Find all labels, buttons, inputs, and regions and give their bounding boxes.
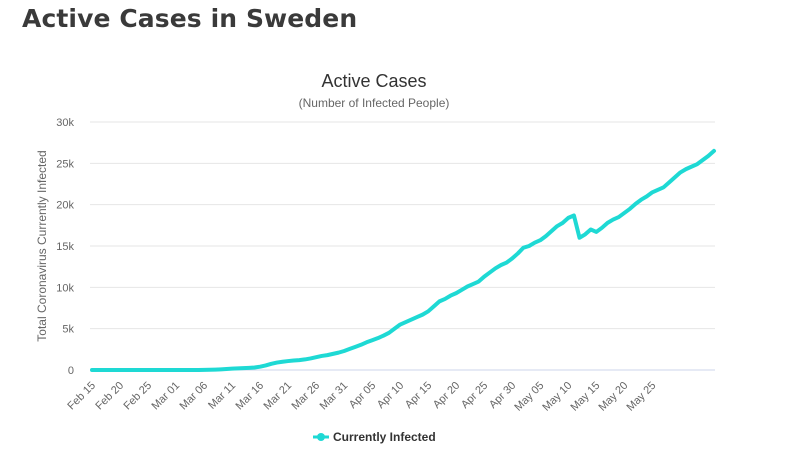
legend-label: Currently Infected xyxy=(333,430,436,444)
x-tick-label: Feb 15 xyxy=(65,380,98,413)
x-tick-label: May 25 xyxy=(624,380,658,414)
x-tick-label: Feb 25 xyxy=(121,380,154,413)
legend-item-currently-infected[interactable]: Currently Infected xyxy=(313,430,436,444)
x-tick-label: Apr 15 xyxy=(403,380,434,411)
x-tick-label: Mar 11 xyxy=(206,380,238,412)
x-tick-label: Apr 25 xyxy=(459,380,490,411)
x-tick-label: Apr 10 xyxy=(375,380,406,411)
x-tick-label: Feb 20 xyxy=(93,380,126,413)
x-tick-label: Mar 06 xyxy=(177,380,210,413)
x-tick-label: Mar 01 xyxy=(149,380,182,413)
y-tick-label: 20k xyxy=(56,200,74,212)
page-heading: Active Cases in Sweden xyxy=(22,4,358,33)
legend-swatch-marker xyxy=(317,433,325,441)
y-tick-label: 10k xyxy=(56,282,74,294)
y-axis-label: Total Coronavirus Currently Infected xyxy=(35,150,49,341)
y-tick-label: 15k xyxy=(56,241,74,253)
y-tick-label: 25k xyxy=(56,158,74,170)
series-group xyxy=(90,148,716,372)
y-tick-label: 30k xyxy=(56,117,74,129)
chart-title: Active Cases xyxy=(321,71,426,91)
grid-lines xyxy=(90,121,715,330)
x-tick-label: Apr 05 xyxy=(347,380,378,411)
y-tick-label: 5k xyxy=(62,324,74,336)
y-axis-ticks: 0 5k 10k 15k 20k 25k 30k xyxy=(56,117,74,377)
x-tick-label: Mar 16 xyxy=(234,380,267,413)
x-tick-label: May 20 xyxy=(596,380,630,414)
x-tick-label: Mar 31 xyxy=(318,380,351,413)
y-tick-label: 0 xyxy=(68,365,74,377)
x-tick-label: May 15 xyxy=(568,380,602,414)
x-tick-label: May 10 xyxy=(540,380,574,414)
chart-subtitle: (Number of Infected People) xyxy=(299,96,450,110)
series-line-currently-infected[interactable] xyxy=(90,148,716,372)
x-tick-label: Apr 20 xyxy=(431,380,462,411)
x-tick-label: Mar 21 xyxy=(262,380,295,413)
x-tick-label: Mar 26 xyxy=(290,380,323,413)
x-tick-label: May 05 xyxy=(512,380,546,414)
